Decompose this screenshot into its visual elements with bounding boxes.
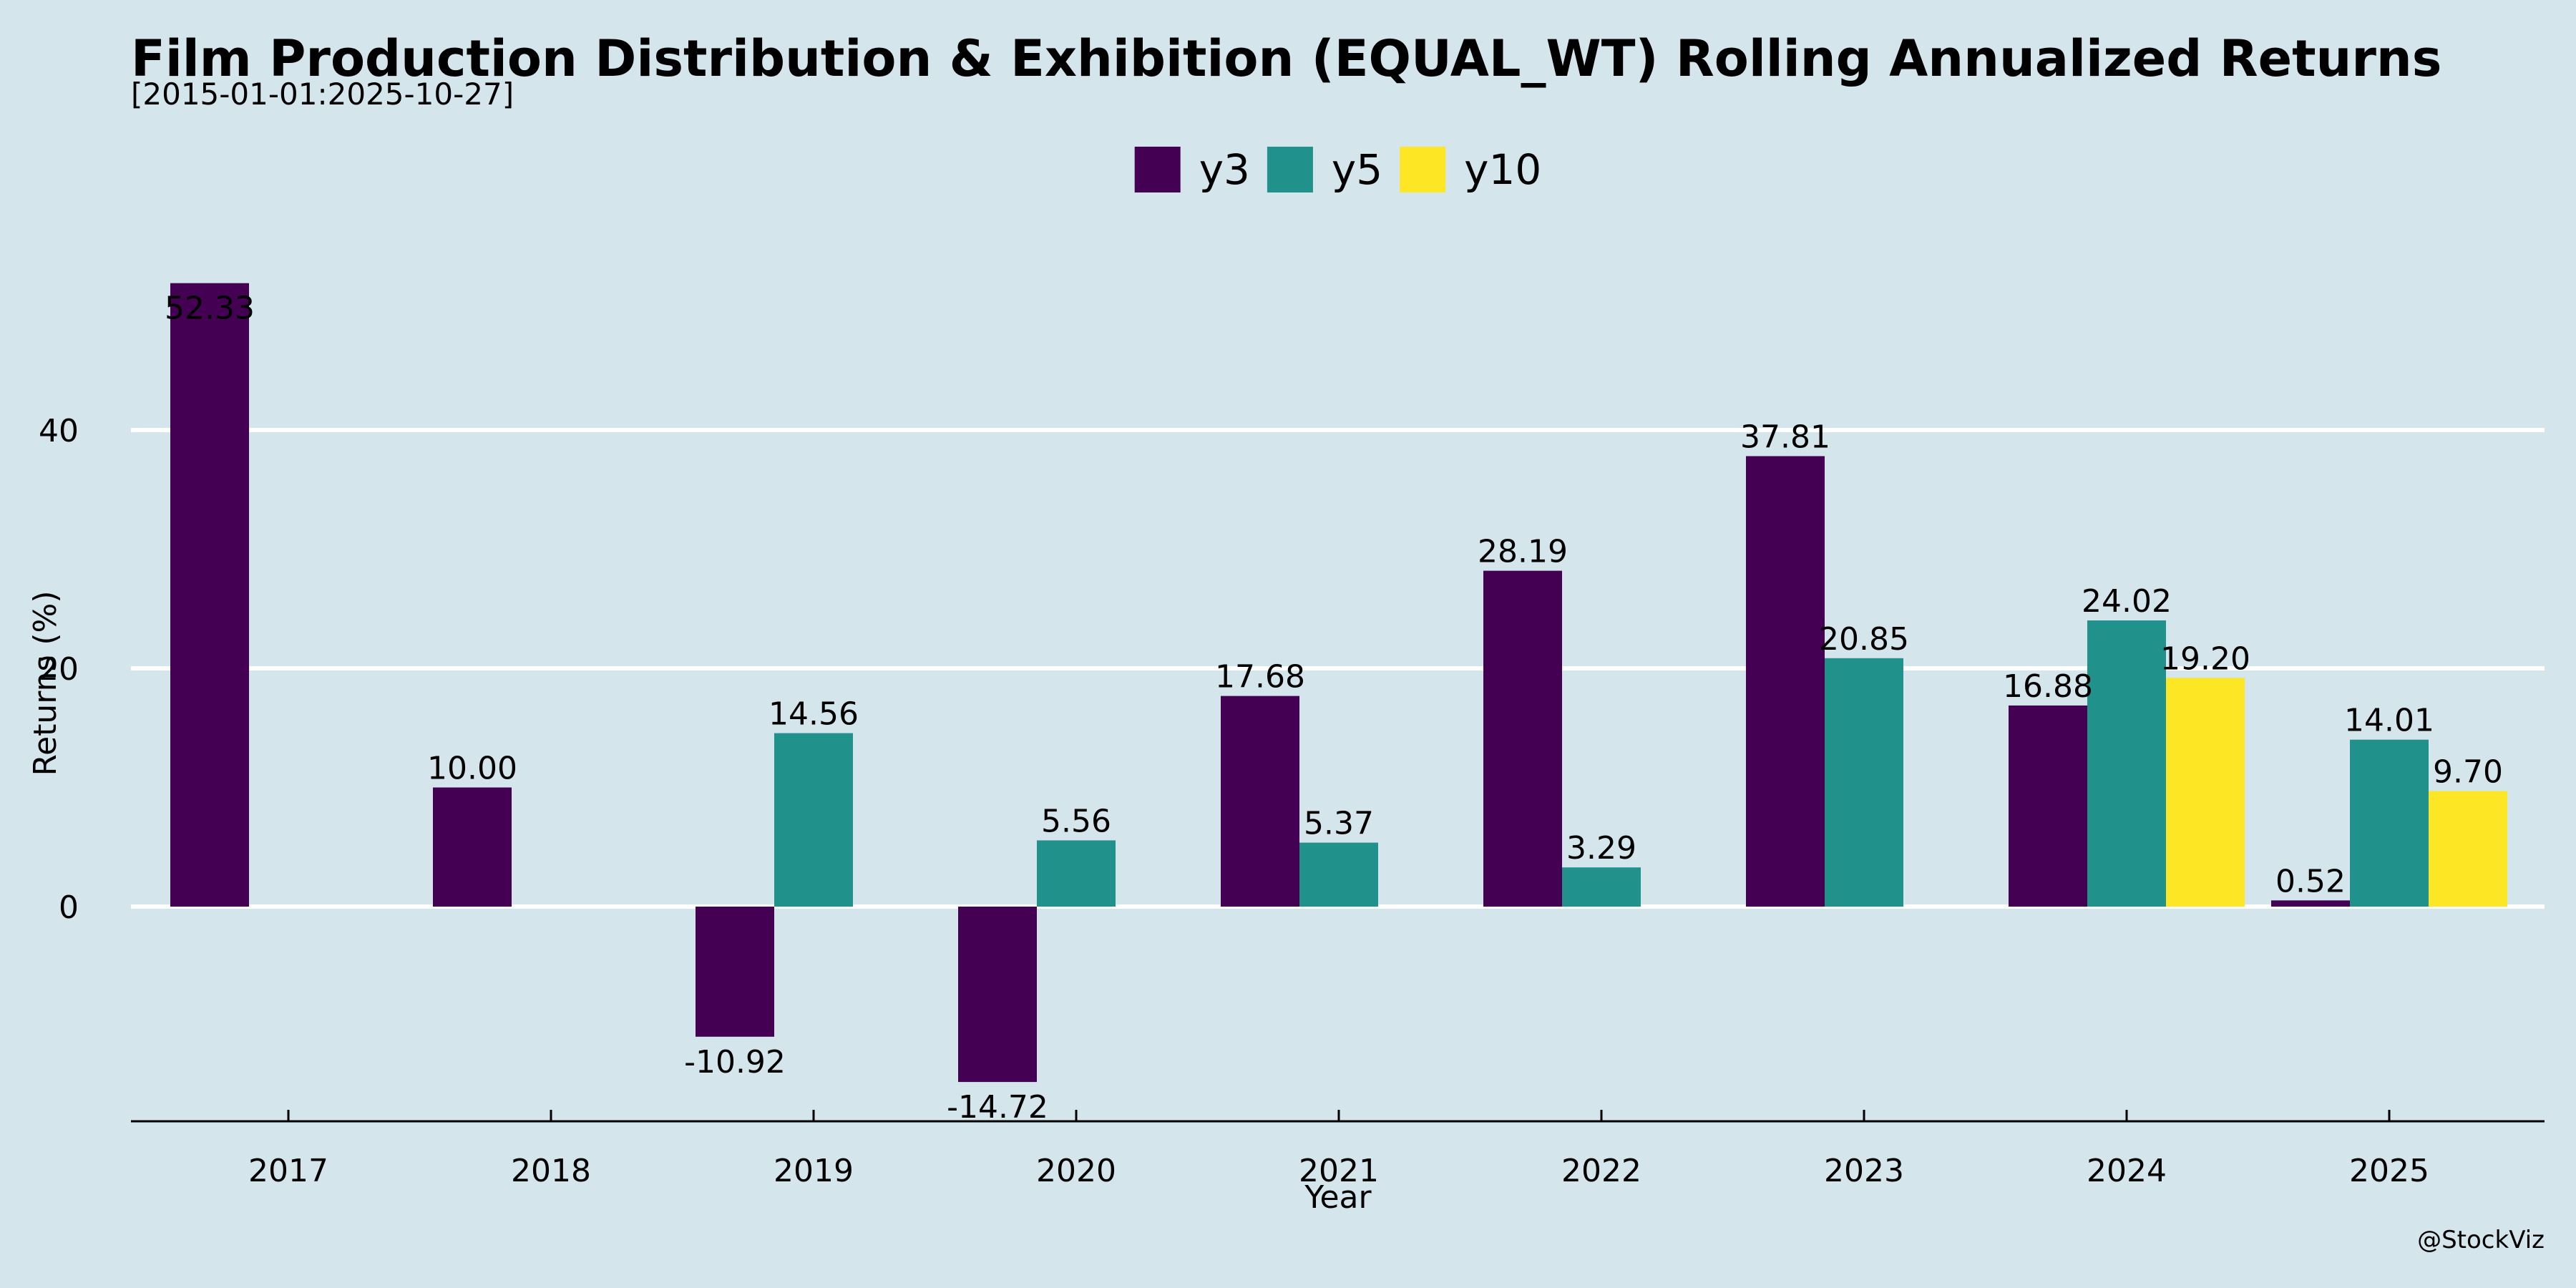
chart-subtitle: [2015-01-01:2025-10-27]	[131, 77, 514, 112]
x-tick-label: 2022	[1561, 1153, 1641, 1189]
bar-y10-2024	[2166, 678, 2245, 907]
value-labels: 52.33 10.00 -10.92 14.56 -14.72 5.56 17.68 5.37…	[165, 291, 2503, 1126]
value-label-y3-2021: 17.68	[1215, 659, 1305, 696]
value-label-y10-2024: 19.20	[2160, 640, 2250, 677]
value-label-y5-2020: 5.56	[1041, 803, 1111, 839]
bar-y5-2021	[1299, 842, 1378, 907]
bar-y10-2025	[2429, 791, 2507, 907]
legend-label-y10: y10	[1464, 145, 1541, 194]
watermark: @StockViz	[2417, 1226, 2545, 1254]
y-axis: 0 20 40	[39, 413, 79, 926]
value-label-y3-2019: -10.92	[684, 1044, 786, 1080]
y-tick-label: 20	[39, 651, 79, 688]
legend-label-y3: y3	[1199, 145, 1250, 194]
bar-y3-2019	[696, 907, 774, 1037]
value-label-y3-2018: 10.00	[427, 751, 517, 787]
y-axis-label: Returns (%)	[27, 590, 64, 776]
bar-y3-2025	[2271, 900, 2350, 907]
x-tick-label: 2017	[248, 1153, 328, 1189]
bar-y5-2025	[2350, 739, 2429, 907]
value-label-y3-2017: 52.33	[165, 291, 255, 327]
x-tick-label: 2020	[1036, 1153, 1116, 1189]
bar-y5-2019	[774, 733, 853, 907]
x-tick-label: 2021	[1299, 1153, 1379, 1189]
value-label-y5-2025: 14.01	[2344, 703, 2434, 739]
legend-swatch-y3	[1134, 147, 1181, 192]
bar-y3-2018	[433, 787, 512, 907]
x-tick-label: 2023	[1824, 1153, 1904, 1189]
bar-y3-2024	[2009, 705, 2087, 907]
bars	[170, 283, 2507, 1083]
value-label-y5-2024: 24.02	[2082, 583, 2172, 620]
value-label-y3-2020: -14.72	[947, 1089, 1048, 1126]
x-tick-label: 2025	[2349, 1153, 2429, 1189]
bar-y3-2017	[170, 283, 249, 907]
bar-y3-2023	[1746, 456, 1825, 907]
bar-y5-2024	[2087, 620, 2166, 907]
x-tick-label: 2019	[774, 1153, 854, 1189]
y-tick-label: 0	[59, 889, 79, 926]
bar-y3-2020	[958, 907, 1037, 1083]
chart-title: Film Production Distribution & Exhibitio…	[131, 29, 2441, 88]
value-label-y3-2023: 37.81	[1740, 419, 1830, 455]
value-label-y5-2023: 20.85	[1819, 621, 1909, 658]
bar-y3-2022	[1483, 570, 1562, 907]
value-label-y3-2024: 16.88	[2003, 668, 2093, 705]
legend-swatch-y5	[1267, 147, 1313, 192]
x-tick-label: 2024	[2087, 1153, 2167, 1189]
x-axis: 2017 2018 2019 2020 2021 2022 2023 2024 2025	[131, 1110, 2545, 1189]
x-tick-label: 2018	[511, 1153, 591, 1189]
y-tick-label: 40	[39, 413, 79, 449]
bar-y5-2022	[1562, 867, 1641, 907]
value-label-y3-2025: 0.52	[2275, 863, 2346, 899]
bar-y5-2023	[1825, 658, 1903, 907]
bar-y3-2021	[1221, 696, 1299, 907]
legend-swatch-y10	[1400, 147, 1446, 192]
value-label-y5-2022: 3.29	[1566, 830, 1636, 867]
legend-label-y5: y5	[1332, 145, 1382, 194]
x-axis-label: Year	[1304, 1179, 1372, 1216]
value-label-y3-2022: 28.19	[1478, 534, 1568, 570]
value-label-y10-2025: 9.70	[2433, 753, 2503, 790]
legend: y3 y5 y10	[1134, 145, 1541, 194]
value-label-y5-2021: 5.37	[1304, 806, 1374, 842]
value-label-y5-2019: 14.56	[769, 696, 859, 733]
bar-y5-2020	[1037, 840, 1116, 907]
